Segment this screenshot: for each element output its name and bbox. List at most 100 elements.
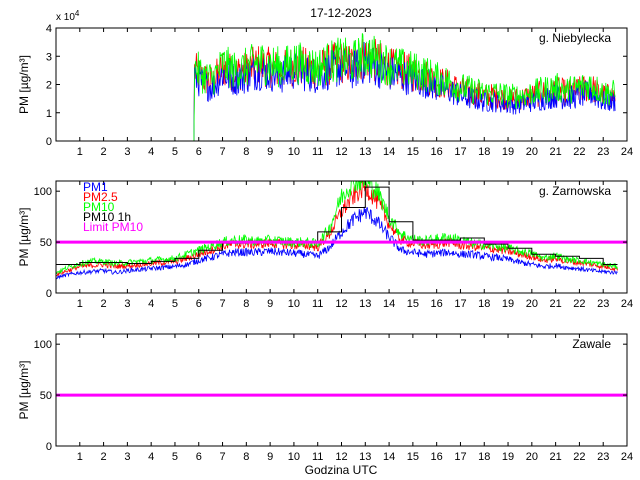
x-tick-label: 7 <box>219 451 225 463</box>
x-tick-label: 15 <box>407 146 419 158</box>
x-tick-label: 1 <box>77 451 83 463</box>
x-tick-label: 23 <box>597 146 609 158</box>
x-tick-label: 12 <box>335 451 347 463</box>
x-tick-label: 20 <box>526 146 538 158</box>
series-line-3 <box>56 33 616 141</box>
y-tick-label: 50 <box>40 237 52 249</box>
station-label: Zawale <box>572 337 611 351</box>
x-tick-label: 20 <box>526 298 538 310</box>
y-tick-label: 100 <box>34 339 52 351</box>
chart-panel-2: 1 2 3 4 5 6 7 8 9 10 11 12 13 14 15 16 17 18 19 20 21 22 23 240… <box>17 180 633 310</box>
y-axis-label: PM [µg/m³] <box>17 55 31 114</box>
x-tick-label: 12 <box>335 298 347 310</box>
y-axis-label: PM [µg/m³] <box>17 361 31 420</box>
x-tick-label: 6 <box>196 298 202 310</box>
x-tick-label: 18 <box>478 146 490 158</box>
station-label: g. Niebylecka <box>539 31 611 45</box>
series-group <box>56 181 627 280</box>
y-tick-label: 0 <box>46 136 52 148</box>
x-tick-label: 18 <box>478 451 490 463</box>
x-tick-label: 11 <box>312 298 323 310</box>
x-tick-label: 5 <box>172 146 178 158</box>
series-line-1 <box>56 38 616 141</box>
x-tick-label: 17 <box>454 451 466 463</box>
chart-panel-1: 1 2 3 4 5 6 7 8 9 10 11 12 13 14 15 16 17 18 19 20 21 22 23 240… <box>17 9 633 158</box>
x-tick-label: 8 <box>243 298 249 310</box>
x-tick-label: 15 <box>407 298 419 310</box>
x-tick-label: 6 <box>196 146 202 158</box>
x-tick-label: 16 <box>431 298 443 310</box>
y-tick-label: 1 <box>46 108 52 120</box>
x-tick-label: 17 <box>454 298 466 310</box>
station-label: g. Zarnowska <box>539 184 611 198</box>
x-tick-label: 24 <box>621 451 633 463</box>
series-line-pm1 <box>56 206 618 280</box>
x-tick-label: 14 <box>383 298 395 310</box>
x-tick-label: 16 <box>431 451 443 463</box>
x-tick-label: 19 <box>502 146 514 158</box>
legend-entry: PM10 <box>83 200 115 214</box>
x-tick-label: 3 <box>124 298 130 310</box>
chart-panel-3: 1 2 3 4 5 6 7 8 9 10 11 12 13 14 15 16 17 18 19 20 21 22 23 240… <box>17 333 633 463</box>
x-tick-label: 23 <box>597 451 609 463</box>
x-tick-label: 11 <box>312 146 323 158</box>
x-tick-label: 10 <box>288 451 300 463</box>
x-tick-label: 16 <box>431 146 443 158</box>
y-axis-label: PM [µg/m³] <box>17 208 31 267</box>
x-tick-label: 22 <box>573 451 585 463</box>
x-tick-label: 14 <box>383 146 395 158</box>
x-tick-label: 9 <box>267 298 273 310</box>
x-tick-label: 14 <box>383 451 395 463</box>
x-tick-label: 7 <box>219 298 225 310</box>
y-tick-label: 0 <box>46 288 52 300</box>
plot-area <box>56 181 627 293</box>
x-tick-label: 3 <box>124 451 130 463</box>
x-tick-label: 11 <box>312 451 323 463</box>
x-tick-label: 24 <box>621 298 633 310</box>
x-tick-label: 20 <box>526 451 538 463</box>
x-tick-label: 2 <box>101 146 107 158</box>
x-tick-label: 12 <box>335 146 347 158</box>
y-exponent: 4 <box>75 9 80 18</box>
x-tick-label: 21 <box>550 451 562 463</box>
x-tick-label: 7 <box>219 146 225 158</box>
x-tick-label: 21 <box>550 146 562 158</box>
x-tick-label: 13 <box>359 298 371 310</box>
x-tick-label: 2 <box>101 298 107 310</box>
x-tick-label: 18 <box>478 298 490 310</box>
series-group <box>56 33 616 141</box>
legend-entry: PM2.5 <box>83 190 118 204</box>
x-tick-label: 10 <box>288 298 300 310</box>
series-line-pm10 <box>56 181 618 275</box>
x-tick-label: 6 <box>196 451 202 463</box>
y-tick-label: 50 <box>40 390 52 402</box>
x-tick-label: 19 <box>502 298 514 310</box>
x-tick-label: 22 <box>573 298 585 310</box>
y-tick-label: 100 <box>34 186 52 198</box>
x-tick-label: 21 <box>550 298 562 310</box>
x-tick-label: 19 <box>502 451 514 463</box>
x-tick-label: 5 <box>172 451 178 463</box>
y-exponent-label: x 104 <box>56 9 80 23</box>
x-tick-label: 4 <box>148 451 154 463</box>
x-tick-label: 5 <box>172 298 178 310</box>
x-tick-label: 9 <box>267 146 273 158</box>
x-tick-label: 4 <box>148 298 154 310</box>
x-tick-label: 22 <box>573 146 585 158</box>
legend-entry: PM1 <box>83 180 108 194</box>
y-tick-label: 2 <box>46 80 52 92</box>
x-tick-label: 4 <box>148 146 154 158</box>
plot-area <box>56 334 627 446</box>
series-line-pm2-5 <box>56 181 618 277</box>
x-tick-label: 13 <box>359 146 371 158</box>
x-tick-label: 15 <box>407 451 419 463</box>
x-tick-label: 8 <box>243 146 249 158</box>
y-tick-label: 4 <box>46 23 52 35</box>
x-tick-label: 3 <box>124 146 130 158</box>
x-axis-label: Godzina UTC <box>305 463 378 477</box>
x-tick-label: 24 <box>621 146 633 158</box>
x-tick-label: 9 <box>267 451 273 463</box>
x-tick-label: 2 <box>101 451 107 463</box>
x-tick-label: 1 <box>77 298 83 310</box>
